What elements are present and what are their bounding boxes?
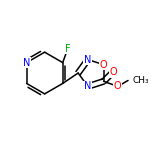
Text: N: N	[84, 81, 92, 92]
Text: F: F	[65, 44, 71, 54]
Text: O: O	[100, 60, 108, 70]
Text: N: N	[23, 58, 30, 68]
Text: N: N	[84, 55, 92, 65]
Text: CH₃: CH₃	[132, 76, 149, 85]
Text: O: O	[114, 81, 122, 91]
Text: O: O	[109, 67, 117, 77]
